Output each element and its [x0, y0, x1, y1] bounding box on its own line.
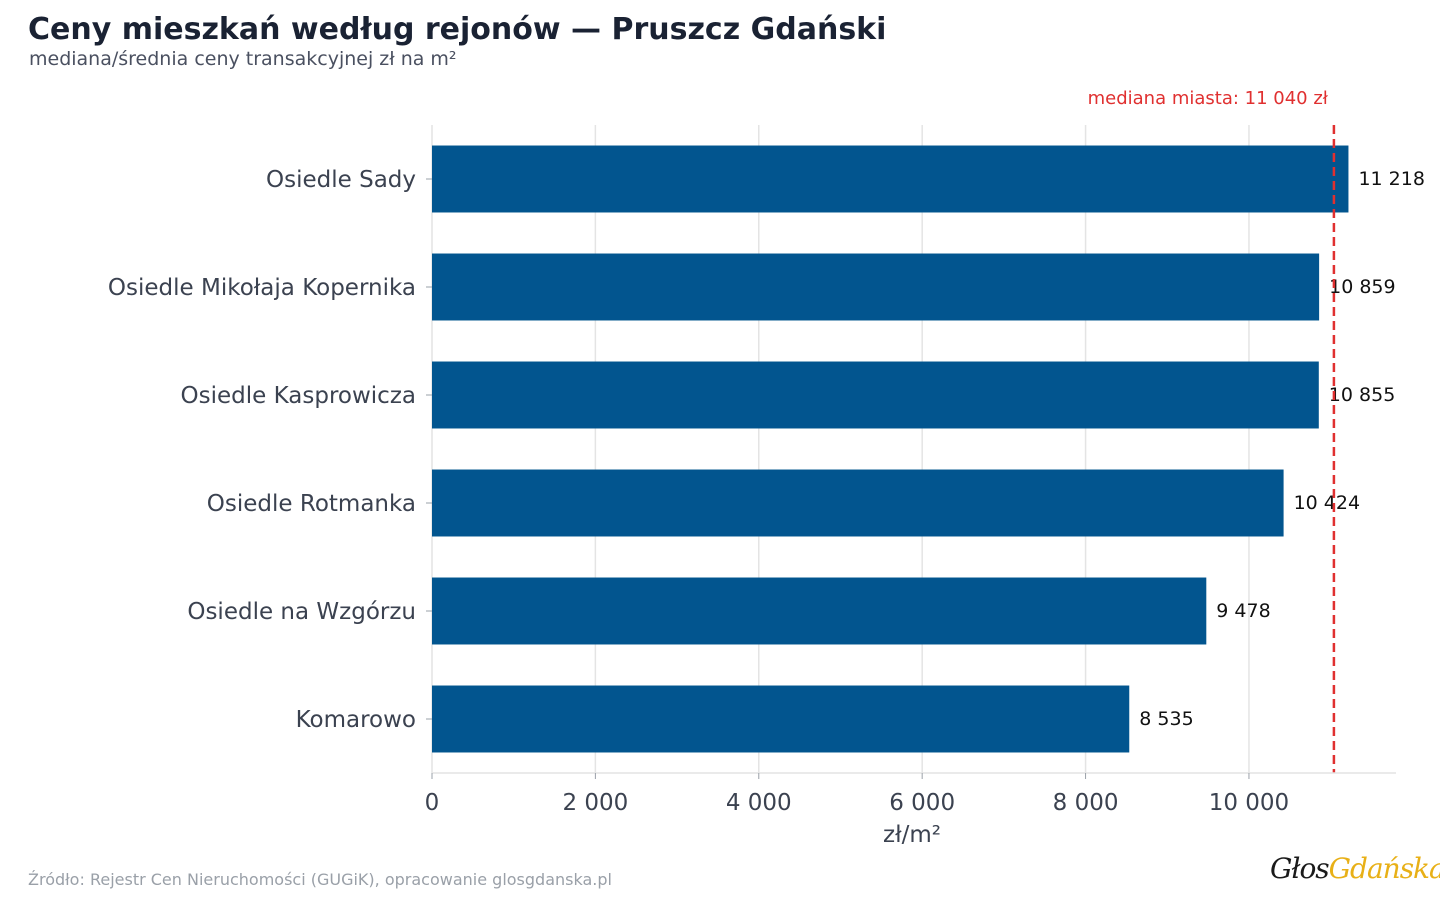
category-label: Osiedle Rotmanka	[207, 491, 416, 517]
x-tick-label: 6 000	[889, 790, 955, 816]
publisher-logo: GłosGdańska	[1270, 852, 1440, 885]
value-label: 10 855	[1329, 384, 1395, 406]
category-label: Osiedle Sady	[266, 167, 416, 193]
bar	[432, 577, 1207, 645]
x-tick-label: 4 000	[726, 790, 792, 816]
value-label: 8 535	[1139, 708, 1193, 730]
x-tick-label: 0	[425, 790, 440, 816]
value-label: 10 424	[1294, 492, 1360, 514]
value-label: 10 859	[1329, 276, 1395, 298]
value-label: 11 218	[1358, 168, 1424, 190]
x-tick-label: 2 000	[562, 790, 628, 816]
bar	[432, 145, 1349, 213]
category-label: Osiedle na Wzgórzu	[187, 599, 416, 625]
value-label: 9 478	[1216, 600, 1270, 622]
bar	[432, 253, 1320, 321]
chart-title: Ceny mieszkań według rejonów — Pruszcz G…	[28, 12, 887, 47]
x-axis-label: zł/m²	[883, 822, 941, 848]
bar	[432, 469, 1284, 537]
source-note: Źródło: Rejestr Cen Nieruchomości (GUGiK…	[28, 870, 612, 889]
category-label: Osiedle Mikołaja Kopernika	[108, 275, 416, 301]
category-label: Osiedle Kasprowicza	[181, 383, 416, 409]
bar	[432, 361, 1319, 429]
x-tick-label: 8 000	[1053, 790, 1119, 816]
bar	[432, 685, 1130, 753]
x-tick-label: 10 000	[1209, 790, 1289, 816]
category-label: Komarowo	[296, 707, 416, 733]
median-reference-label: mediana miasta: 11 040 zł	[1088, 88, 1329, 109]
chart-subtitle: mediana/średnia ceny transakcyjnej zł na…	[29, 48, 457, 70]
